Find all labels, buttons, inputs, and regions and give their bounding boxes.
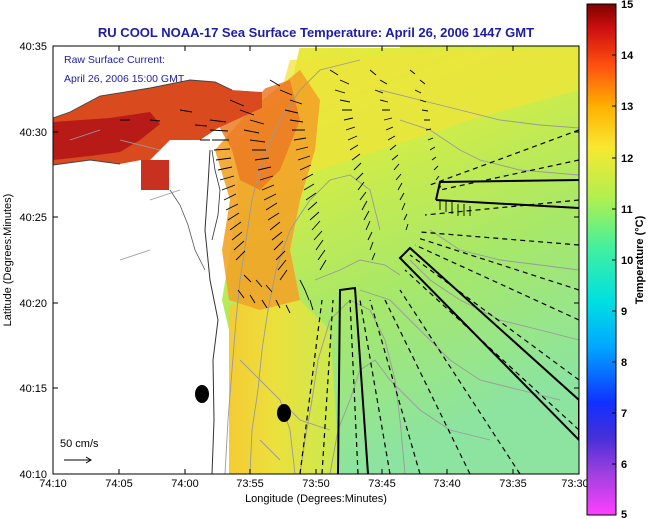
x-tick-labels: 74:10 74:05 74:00 73:55 73:50 73:45 73:4…	[39, 478, 589, 490]
sst-hot-patch	[141, 160, 169, 190]
colorbar-tick-label: 10	[621, 255, 633, 267]
coastline	[204, 149, 219, 474]
buoy-marker	[195, 385, 209, 403]
y-tick-label: 40:15	[19, 383, 47, 395]
land-upper-right	[300, 46, 400, 48]
x-axis-label: Longitude (Degrees:Minutes)	[245, 493, 387, 505]
raw-current-label: Raw Surface Current:	[64, 54, 165, 66]
colorbar-tick-label: 6	[621, 459, 627, 471]
y-tick-label: 40:25	[19, 212, 47, 224]
colorbar-tick-label: 14	[621, 50, 634, 62]
colorbar-tick-label: 12	[621, 153, 633, 165]
sst-south-warm	[229, 300, 340, 474]
x-tick-label: 73:55	[236, 478, 264, 490]
colorbar-gradient	[586, 3, 617, 516]
transect-boxes	[337, 179, 579, 474]
map-title: RU COOL NOAA-17 Sea Surface Temperature:…	[98, 25, 534, 40]
buoy-marker	[277, 404, 291, 422]
colorbar: 15 14 13 12 11 10 9 8 7 6 5 Temperature …	[586, 0, 646, 519]
sst-raritan-hot	[53, 112, 160, 160]
colorbar-tick-label: 13	[621, 101, 633, 113]
sst-yellow-band	[250, 48, 579, 200]
y-axis	[53, 45, 579, 475]
current-scale-arrow	[64, 456, 92, 464]
colorbar-tick-label: 11	[621, 204, 633, 216]
y-tick-labels: 40:35 40:30 40:25 40:20 40:15 40:10	[19, 41, 47, 481]
y-tick-label: 40:30	[19, 127, 47, 139]
x-tick-label: 74:00	[171, 478, 199, 490]
x-tick-label: 73:50	[302, 478, 330, 490]
colorbar-label: Temperature (°C)	[634, 215, 646, 304]
y-tick-label: 40:35	[19, 41, 47, 53]
surface-current-vectors	[120, 69, 471, 314]
x-tick-label: 73:40	[433, 478, 461, 490]
colorbar-tick-label: 15	[621, 0, 633, 11]
y-tick-label: 40:10	[19, 469, 47, 481]
x-tick-label: 74:10	[39, 478, 67, 490]
x-tick-label: 73:35	[499, 478, 527, 490]
y-tick-label: 40:20	[19, 298, 47, 310]
x-axis	[52, 46, 580, 474]
x-tick-label: 73:30	[561, 478, 589, 490]
land-long-island	[53, 46, 300, 118]
coastline-sandy-hook	[211, 149, 221, 241]
colorbar-tick-label: 5	[621, 509, 627, 519]
land-new-jersey	[53, 148, 218, 474]
current-time-label: April 26, 2006 15:00 GMT	[64, 73, 185, 85]
y-axis-label: Latitude (Degrees:Minutes)	[2, 194, 14, 327]
colorbar-tick-label: 9	[621, 306, 627, 318]
coastline-shrewsbury	[169, 189, 206, 271]
coastline-north	[53, 79, 233, 166]
survey-lines	[299, 129, 579, 474]
x-tick-label: 74:05	[105, 478, 133, 490]
current-scale-label: 50 cm/s	[60, 438, 99, 450]
colorbar-tick-label: 8	[621, 357, 627, 369]
colorbar-tick-label: 7	[621, 408, 627, 420]
x-tick-label: 73:45	[368, 478, 396, 490]
sst-map: 50 cm/s Raw Surface Current: April 26, 2…	[53, 46, 579, 474]
